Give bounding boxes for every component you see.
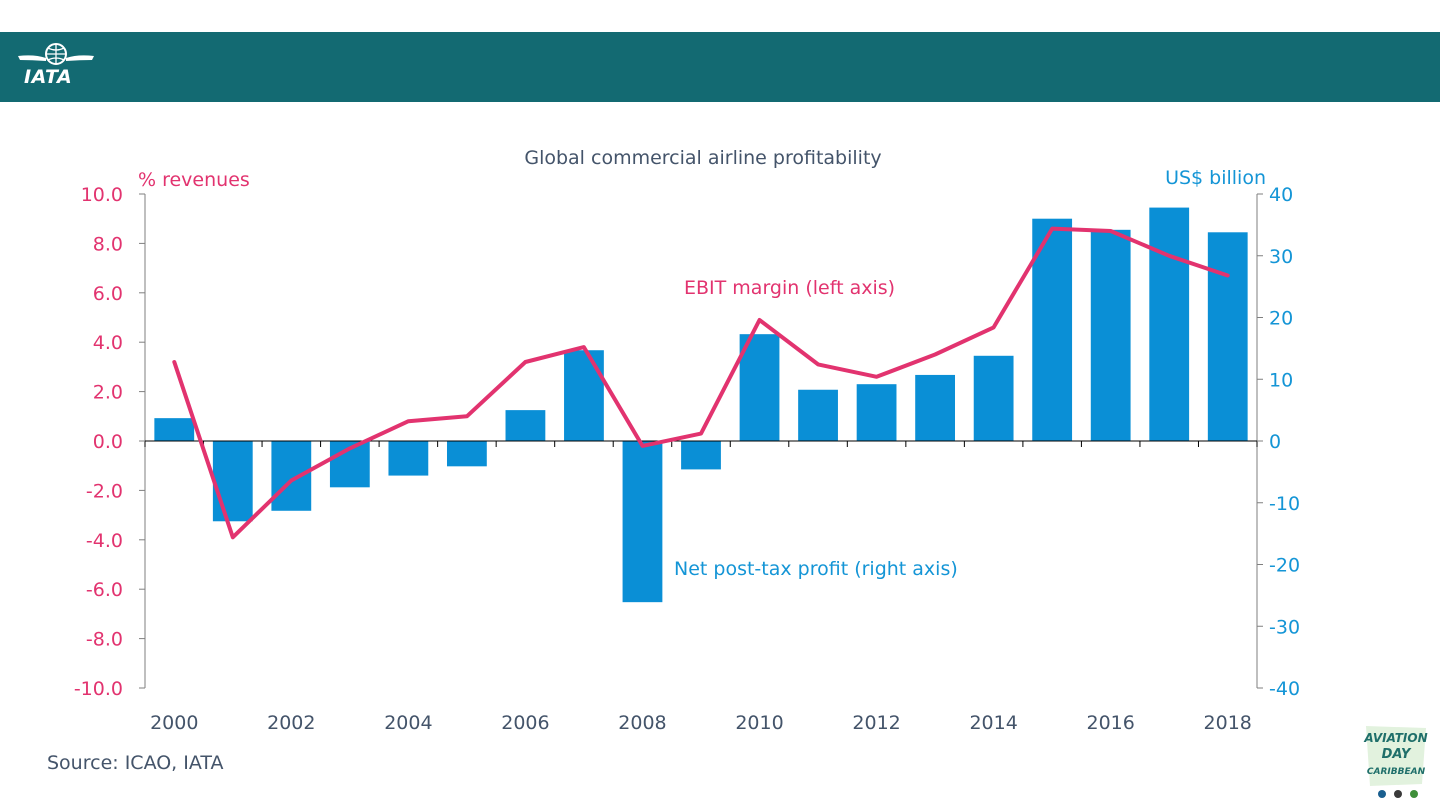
badge-line3: CARIBBEAN xyxy=(1367,767,1426,777)
left-tick-label: 4.0 xyxy=(93,332,123,354)
bar-2015 xyxy=(1032,218,1073,441)
x-tick-label: 2010 xyxy=(735,712,783,734)
globe-wings-icon xyxy=(18,43,94,65)
bar-2017 xyxy=(1149,207,1190,441)
right-axis-label: US$ billion xyxy=(1165,167,1266,189)
bar-2012 xyxy=(856,384,897,441)
source-note: Source: ICAO, IATA xyxy=(47,752,224,774)
left-tick-label: -4.0 xyxy=(86,530,123,552)
x-tick-label: 2016 xyxy=(1087,712,1135,734)
logo-text: IATA xyxy=(24,66,73,88)
bar-2013 xyxy=(915,374,956,441)
bar-2006 xyxy=(505,410,546,441)
x-tick-label: 2008 xyxy=(618,712,666,734)
x-tick-label: 2004 xyxy=(384,712,432,734)
chart-title: Global commercial airline profitability xyxy=(524,147,881,169)
left-tick-label: 6.0 xyxy=(93,283,123,305)
bar-2007 xyxy=(564,350,604,441)
bar-2010 xyxy=(739,334,780,441)
badge-line2: DAY xyxy=(1382,747,1412,762)
left-tick-label: -8.0 xyxy=(86,629,123,651)
right-tick-label: -10 xyxy=(1269,493,1300,515)
series-label-net-profit: Net post-tax profit (right axis) xyxy=(674,558,958,580)
left-tick-label: 2.0 xyxy=(93,382,123,404)
right-tick-label: 40 xyxy=(1269,184,1293,206)
bar-2011 xyxy=(798,389,838,441)
right-tick-label: 0 xyxy=(1269,431,1281,453)
left-tick-label: 10.0 xyxy=(81,184,123,206)
right-tick-label: -40 xyxy=(1269,678,1300,700)
right-tick-label: 30 xyxy=(1269,246,1293,268)
left-tick-label: -6.0 xyxy=(86,579,123,601)
bar-2001 xyxy=(212,441,253,522)
ebit-margin-line xyxy=(172,226,1230,540)
right-tick-label: 20 xyxy=(1269,308,1293,330)
left-tick-label: -2.0 xyxy=(86,480,123,502)
right-tick-label: 10 xyxy=(1269,369,1293,391)
bar-2004 xyxy=(388,441,429,476)
bar-2002 xyxy=(271,441,312,511)
badge-line1: AVIATION xyxy=(1363,731,1427,745)
bar-2018 xyxy=(1207,232,1248,441)
right-tick-label: -20 xyxy=(1269,555,1300,577)
left-tick-label: 0.0 xyxy=(93,431,123,453)
left-axis-label: % revenues xyxy=(138,169,250,191)
aviation-day-caribbean-logo: AVIATION DAY CARIBBEAN xyxy=(1363,726,1428,798)
x-tick-label: 2002 xyxy=(267,712,315,734)
bar-2005 xyxy=(446,441,487,467)
bar-2016 xyxy=(1090,229,1131,441)
x-tick-label: 2006 xyxy=(501,712,549,734)
bar-2008 xyxy=(622,441,663,603)
x-tick-label: 2000 xyxy=(150,712,198,734)
series-label-ebit: EBIT margin (left axis) xyxy=(684,277,895,299)
header-bar xyxy=(0,32,1440,102)
right-tick-label: -30 xyxy=(1269,616,1300,638)
left-tick-label: -10.0 xyxy=(74,678,123,700)
bar-2014 xyxy=(973,355,1014,441)
left-tick-label: 8.0 xyxy=(93,233,123,255)
bar-2009 xyxy=(681,441,721,470)
bar-2000 xyxy=(154,418,195,441)
x-tick-label: 2014 xyxy=(969,712,1017,734)
x-tick-label: 2018 xyxy=(1204,712,1252,734)
x-tick-label: 2012 xyxy=(852,712,900,734)
